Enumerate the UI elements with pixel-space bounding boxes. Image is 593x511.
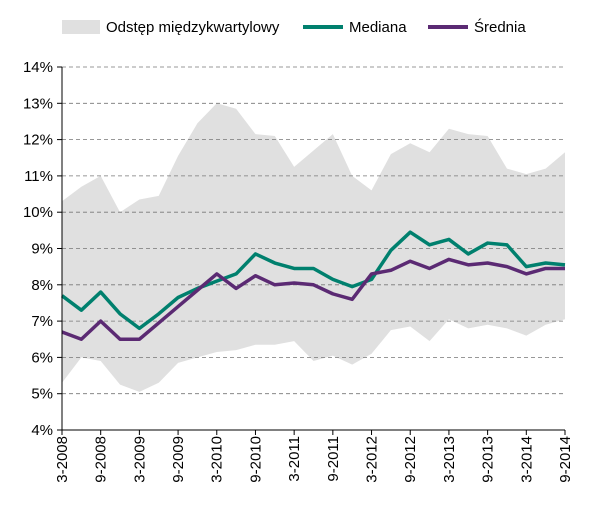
x-tick-label: 9-2014	[557, 436, 574, 483]
x-tick-label: 9-2013	[480, 436, 497, 483]
x-tick-label: 9-2009	[170, 436, 187, 483]
y-tick-label: 13%	[23, 95, 53, 112]
x-tick-label: 3-2012	[364, 436, 381, 483]
y-tick-label: 4%	[31, 422, 53, 439]
legend-label: Średnia	[474, 18, 526, 36]
x-tick-label: 3-2008	[54, 436, 71, 483]
legend-label: Mediana	[349, 19, 407, 36]
y-tick-label: 12%	[23, 132, 53, 149]
x-tick-label: 3-2014	[518, 436, 535, 483]
x-tick-label: 3-2011	[286, 436, 303, 482]
y-tick-label: 14%	[23, 59, 53, 76]
y-tick-label: 9%	[31, 240, 53, 257]
series-line	[60, 230, 566, 331]
x-tick-label: 9-2010	[247, 436, 264, 483]
y-tick-label: 8%	[31, 277, 53, 294]
y-tick-label: 7%	[31, 313, 53, 330]
x-tick-label: 3-2010	[209, 436, 226, 483]
iqr-area	[62, 103, 565, 392]
x-tick-label: 9-2008	[93, 436, 110, 483]
y-tick-label: 11%	[24, 168, 53, 185]
x-tick-label: 3-2013	[441, 436, 458, 483]
x-tick-label: 3-2009	[131, 436, 148, 483]
x-tick-label: 9-2011	[325, 436, 342, 482]
legend-label: Odstęp międzykwartylowy	[106, 19, 280, 36]
y-tick-label: 10%	[23, 204, 53, 221]
legend-swatch	[62, 20, 100, 34]
series-line	[61, 257, 565, 341]
y-tick-label: 6%	[31, 349, 53, 366]
x-tick-label: 9-2012	[402, 436, 419, 483]
y-tick-label: 5%	[31, 386, 53, 403]
